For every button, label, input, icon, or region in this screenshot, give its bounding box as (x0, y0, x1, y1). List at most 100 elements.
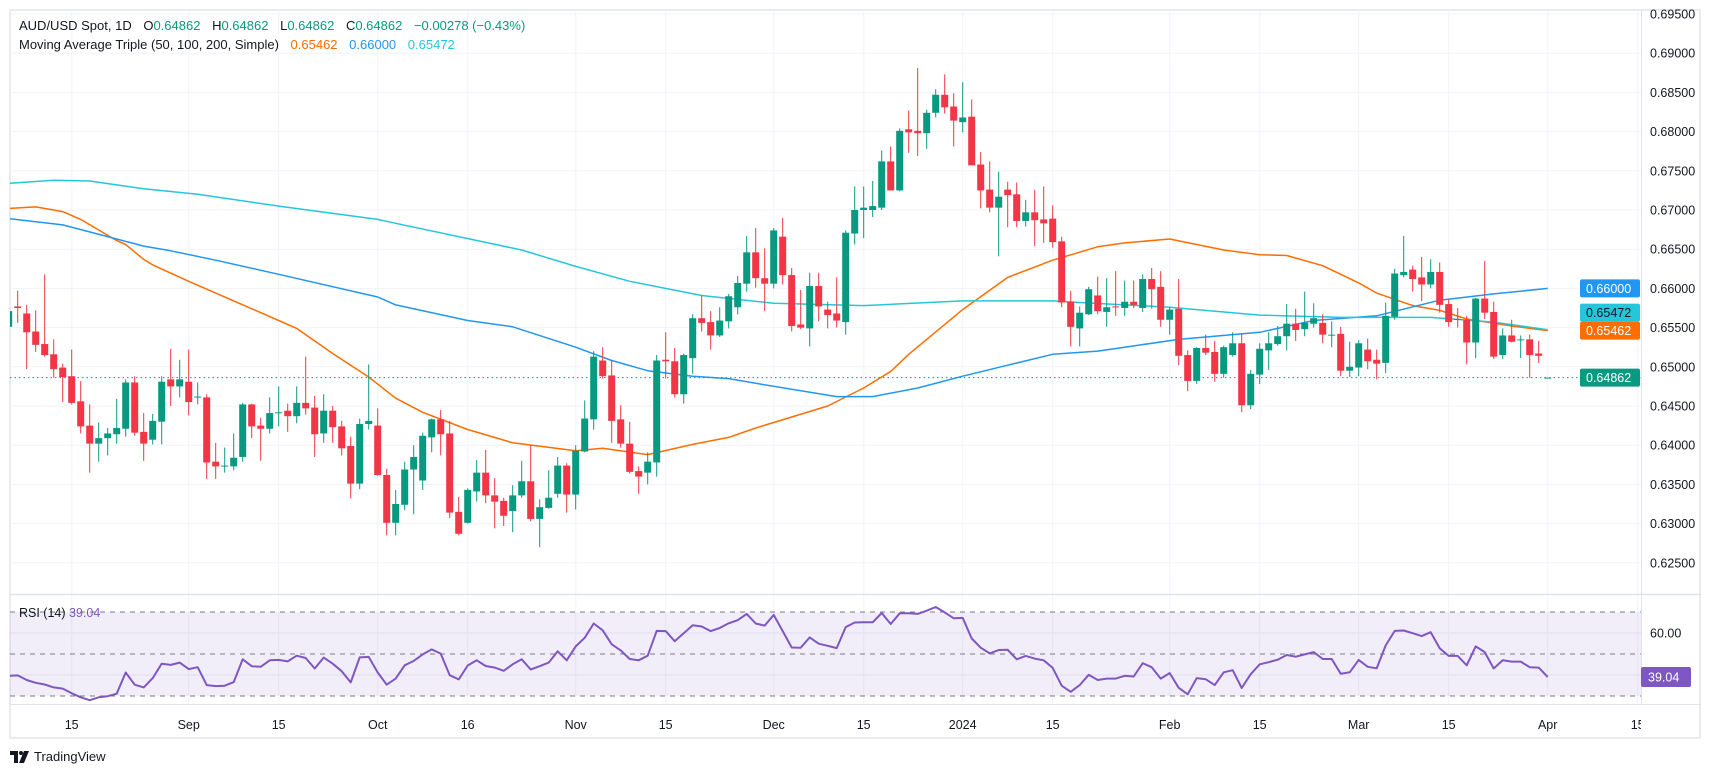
candle[interactable] (77, 380, 85, 434)
candle[interactable] (1508, 319, 1516, 343)
candle[interactable] (1292, 308, 1300, 341)
candle[interactable] (1400, 235, 1408, 278)
candle[interactable] (455, 496, 463, 536)
candle[interactable] (1058, 236, 1066, 308)
candle[interactable] (617, 405, 625, 448)
candle[interactable] (257, 417, 265, 461)
candle[interactable] (320, 394, 328, 443)
candle[interactable] (977, 151, 985, 209)
candle[interactable] (104, 427, 112, 456)
candle[interactable] (1193, 347, 1201, 385)
candle[interactable] (1283, 304, 1291, 351)
candle[interactable] (662, 332, 670, 379)
candle[interactable] (707, 311, 715, 350)
candle[interactable] (869, 180, 877, 218)
candle[interactable] (1004, 181, 1012, 228)
candle[interactable] (1526, 334, 1534, 378)
candle[interactable] (167, 348, 175, 406)
candle[interactable] (1112, 271, 1120, 316)
candle[interactable] (122, 379, 130, 437)
candle[interactable] (1256, 343, 1264, 385)
candle[interactable] (1229, 332, 1237, 357)
candle[interactable] (734, 275, 742, 315)
candle[interactable] (14, 290, 22, 323)
price-pane[interactable] (5, 68, 1641, 548)
candle[interactable] (1355, 340, 1363, 377)
candle[interactable] (365, 364, 373, 430)
candle[interactable] (1481, 260, 1489, 319)
candle[interactable] (923, 109, 931, 149)
candle[interactable] (149, 413, 157, 445)
candle[interactable] (689, 314, 697, 374)
candle[interactable] (653, 355, 661, 477)
candle[interactable] (5, 308, 13, 329)
candle[interactable] (1103, 278, 1111, 327)
candle[interactable] (1076, 306, 1084, 347)
candle[interactable] (797, 289, 805, 330)
candle[interactable] (1382, 302, 1390, 374)
candle[interactable] (464, 488, 472, 524)
candle[interactable] (1364, 338, 1372, 370)
indicator-title[interactable]: Moving Average Triple (50, 100, 200, Sim… (19, 37, 279, 52)
candle[interactable] (761, 248, 769, 312)
candle[interactable] (1274, 326, 1282, 346)
candle[interactable] (527, 445, 535, 522)
candle[interactable] (1544, 377, 1552, 379)
candle[interactable] (644, 452, 652, 485)
candle[interactable] (23, 304, 31, 370)
candle[interactable] (500, 497, 508, 526)
candle[interactable] (482, 449, 490, 504)
candle[interactable] (680, 353, 688, 404)
candle[interactable] (1472, 297, 1480, 359)
candle[interactable] (995, 171, 1003, 257)
candle[interactable] (914, 68, 922, 156)
candle[interactable] (1157, 271, 1165, 327)
candle[interactable] (1220, 345, 1228, 378)
candle[interactable] (329, 406, 337, 443)
candle[interactable] (1301, 291, 1309, 337)
tradingview-logo[interactable]: TradingView (10, 749, 106, 764)
candle[interactable] (239, 402, 247, 462)
candle[interactable] (1175, 278, 1183, 366)
candle[interactable] (428, 418, 436, 453)
time-axis[interactable]: 15 Sep 15 Oct 16 Nov 15 Dec 15 2024 15 Feb 15 Mar 15 Ap… (65, 718, 1645, 732)
price-axis[interactable]: 0.62500 0.63000 0.63500 0.64000 0.64500 0.650… (1650, 8, 1695, 641)
candle[interactable] (671, 347, 679, 398)
candle[interactable] (284, 403, 292, 432)
candle[interactable] (1463, 315, 1471, 365)
candle[interactable] (554, 456, 562, 498)
candle[interactable] (1247, 369, 1255, 410)
candle[interactable] (1454, 308, 1462, 328)
candle[interactable] (1409, 265, 1417, 292)
candle[interactable] (1310, 303, 1318, 328)
candle[interactable] (176, 359, 184, 398)
candle[interactable] (41, 274, 49, 357)
candle[interactable] (1148, 268, 1156, 309)
candle[interactable] (887, 146, 895, 191)
candle[interactable] (572, 445, 580, 510)
candle[interactable] (635, 466, 643, 494)
candle[interactable] (1436, 262, 1444, 313)
candle[interactable] (626, 421, 634, 474)
candle[interactable] (536, 499, 544, 548)
candle[interactable] (1040, 186, 1048, 243)
candle[interactable] (509, 485, 517, 533)
candle[interactable] (779, 217, 787, 285)
candle[interactable] (752, 228, 760, 288)
candle[interactable] (1337, 326, 1345, 377)
candle[interactable] (968, 99, 976, 166)
candle[interactable] (140, 413, 148, 461)
candle[interactable] (356, 418, 364, 490)
candle[interactable] (392, 489, 400, 536)
candle[interactable] (1265, 332, 1273, 370)
candle[interactable] (491, 478, 499, 529)
candle[interactable] (941, 74, 949, 114)
candle[interactable] (1535, 340, 1543, 363)
candle[interactable] (878, 150, 886, 210)
candle[interactable] (59, 363, 67, 403)
candle[interactable] (1139, 274, 1147, 312)
candle[interactable] (95, 422, 103, 462)
candle[interactable] (1346, 341, 1354, 377)
candle[interactable] (518, 460, 526, 498)
